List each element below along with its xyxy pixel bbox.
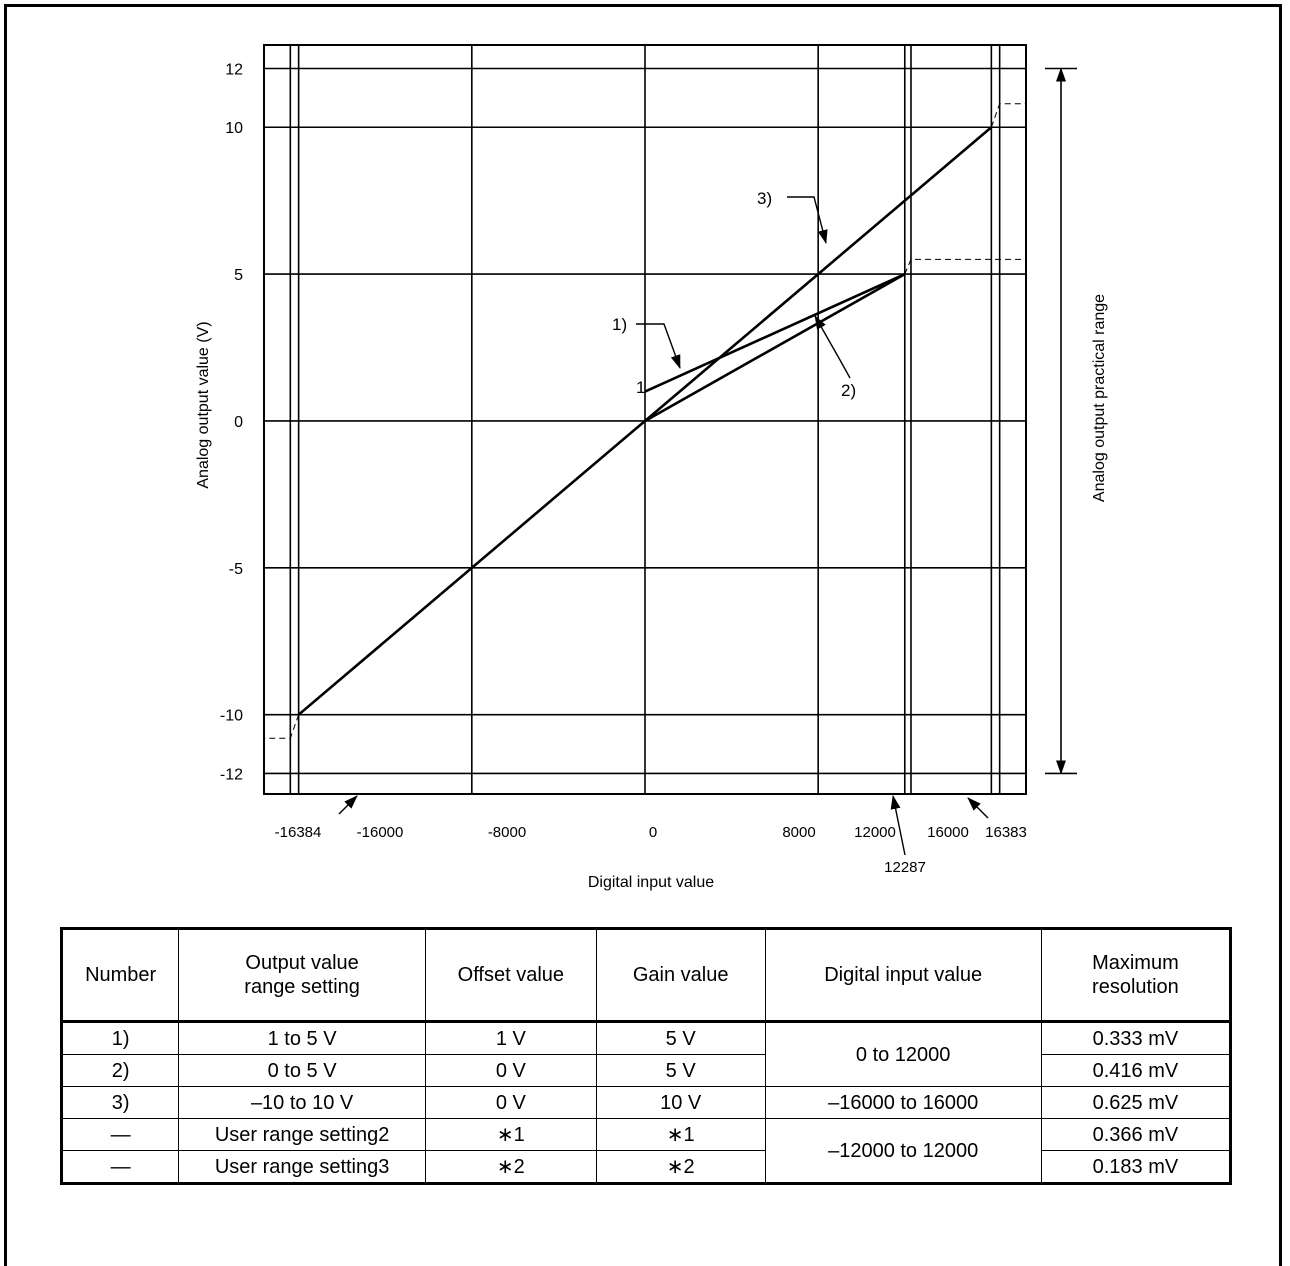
series-line-1 bbox=[644, 272, 906, 393]
header-text: Digital input value bbox=[824, 964, 983, 986]
table-header-cell: Offset value bbox=[424, 928, 597, 1023]
table-cell: — bbox=[60, 1118, 180, 1151]
table-cell: 0 V bbox=[424, 1054, 597, 1087]
table-cell: ∗2 bbox=[595, 1150, 766, 1184]
y-tick-label: 5 bbox=[234, 267, 243, 284]
table-cell: — bbox=[60, 1150, 180, 1184]
y-tick-label: 10 bbox=[225, 120, 243, 137]
table-header-cell: Gain value bbox=[595, 928, 766, 1023]
x-tick-label: -16000 bbox=[357, 824, 404, 841]
table-cell: 10 V bbox=[595, 1086, 766, 1119]
table-cell: 0.333 mV bbox=[1040, 1021, 1232, 1055]
table-cell: 0.416 mV bbox=[1040, 1054, 1232, 1087]
header-text: Maximum bbox=[1092, 952, 1179, 974]
table-cell: 1) bbox=[60, 1021, 180, 1055]
series-callout-arrow bbox=[814, 315, 851, 379]
table-cell: User range setting2 bbox=[178, 1118, 426, 1151]
table-cell: 0 V bbox=[424, 1086, 597, 1119]
y-tick-label: -5 bbox=[229, 561, 243, 578]
header-text: Offset value bbox=[457, 964, 565, 986]
table-header-row: Number Output value range setting Offset va… bbox=[60, 928, 1232, 1023]
practical-range-label: Analog output practical range bbox=[1091, 294, 1108, 502]
table-cell: 1 V bbox=[424, 1021, 597, 1055]
header-text: Number bbox=[85, 964, 157, 986]
header-text: resolution bbox=[1092, 976, 1179, 998]
chart: 12 10 5 0 -5 -10 -12 -16384 -16000 -8000 0 8000 1200… bbox=[195, 44, 1108, 891]
table-cell: ∗1 bbox=[595, 1118, 766, 1151]
table-cell: 0 to 12000 bbox=[764, 1021, 1042, 1087]
table-cell: ∗2 bbox=[424, 1150, 597, 1184]
table-cell: 2) bbox=[60, 1054, 180, 1087]
table-cell: –12000 to 12000 bbox=[764, 1118, 1042, 1184]
series-callout-arrow bbox=[636, 323, 681, 369]
table-cell: 0.366 mV bbox=[1040, 1118, 1232, 1151]
table-header-cell: Output value range setting bbox=[178, 928, 426, 1023]
x-tick-label: 16383 bbox=[985, 824, 1027, 841]
x-tick-label-12287: 12287 bbox=[884, 859, 926, 876]
table-header-cell: Maximum resolution bbox=[1040, 928, 1232, 1023]
table-cell: 3) bbox=[60, 1086, 180, 1119]
table-cell: –10 to 10 V bbox=[178, 1086, 426, 1119]
table-header-cell: Digital input value bbox=[764, 928, 1042, 1023]
series-callout-label: 2) bbox=[841, 381, 856, 400]
saturation-dashed-line bbox=[264, 714, 300, 739]
tick-pointer-arrow bbox=[967, 797, 989, 819]
header-text: Output value bbox=[245, 952, 359, 974]
offset-point-label: 1 bbox=[636, 378, 645, 397]
x-axis-label: Digital input value bbox=[588, 874, 714, 891]
table-cell: 0.183 mV bbox=[1040, 1150, 1232, 1184]
table-row: — User range setting2 ∗1 ∗1 –12000 to 12000 0… bbox=[60, 1118, 1232, 1184]
table-header-cell: Number bbox=[60, 928, 180, 1023]
series-callout-label: 1) bbox=[612, 315, 627, 334]
table-cell: 0 to 5 V bbox=[178, 1054, 426, 1087]
x-tick-label: -16384 bbox=[275, 824, 322, 841]
y-tick-label: -12 bbox=[220, 766, 243, 783]
x-tick-label: 12000 bbox=[854, 824, 896, 841]
x-tick-label: -8000 bbox=[488, 824, 526, 841]
range-table: Number Output value range setting Offset va… bbox=[60, 927, 1232, 1185]
table-row: — User range setting3 ∗2 ∗2 0.183 mV bbox=[60, 1150, 1232, 1184]
y-tick-label: 12 bbox=[225, 61, 243, 78]
table-cell: User range setting3 bbox=[178, 1150, 426, 1184]
figure-frame bbox=[4, 4, 1282, 1266]
saturation-dashed-line bbox=[904, 258, 1026, 275]
y-axis-label: Analog output value (V) bbox=[195, 321, 212, 488]
header-text: range setting bbox=[244, 976, 360, 998]
x-tick-label: 16000 bbox=[927, 824, 969, 841]
y-tick-label: -10 bbox=[220, 708, 243, 725]
x-tick-label: 8000 bbox=[782, 824, 815, 841]
saturation-dashed-line bbox=[990, 103, 1026, 128]
series-line-3 bbox=[297, 126, 993, 716]
table-cell: –16000 to 16000 bbox=[764, 1086, 1042, 1119]
table-cell: 1 to 5 V bbox=[178, 1021, 426, 1055]
tick-pointer-arrow bbox=[890, 795, 906, 856]
table-cell: 5 V bbox=[595, 1021, 766, 1055]
table-cell: 5 V bbox=[595, 1054, 766, 1087]
table-cell: 0.625 mV bbox=[1040, 1086, 1232, 1119]
header-text: Gain value bbox=[632, 964, 729, 986]
y-tick-label: 0 bbox=[234, 414, 243, 431]
series-line-2 bbox=[644, 272, 906, 423]
tick-pointer-arrow bbox=[338, 795, 358, 815]
x-tick-label: 0 bbox=[649, 824, 657, 841]
series-callout-arrow bbox=[787, 196, 828, 244]
table-cell: ∗1 bbox=[424, 1118, 597, 1151]
series-callout-label: 3) bbox=[757, 189, 772, 208]
